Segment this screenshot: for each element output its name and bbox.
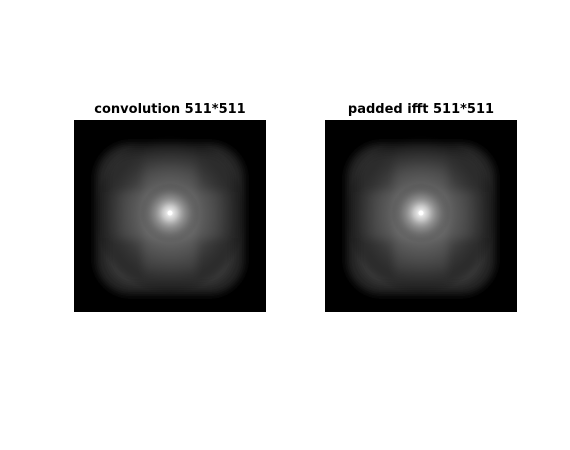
- padded-ifft-image-graphic: [325, 120, 517, 312]
- padded-ifft-image: [325, 120, 517, 312]
- convolution-image: [74, 120, 266, 312]
- panel-padded-ifft: padded ifft 511*511: [325, 100, 517, 312]
- panel-title-padded-ifft: padded ifft 511*511: [347, 102, 495, 117]
- convolution-image-graphic: [74, 120, 266, 312]
- panel-convolution: convolution 511*511: [74, 100, 266, 312]
- panel-title-convolution: convolution 511*511: [94, 102, 246, 117]
